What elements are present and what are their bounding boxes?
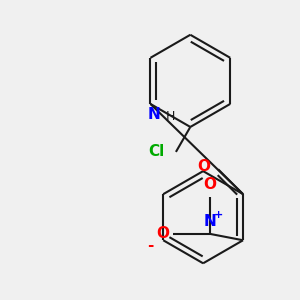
Text: N: N	[203, 214, 216, 229]
Text: O: O	[203, 177, 216, 192]
Text: O: O	[156, 226, 170, 242]
Text: H: H	[166, 110, 176, 123]
Text: -: -	[147, 238, 153, 253]
Text: O: O	[197, 159, 211, 174]
Text: N: N	[147, 107, 160, 122]
Text: Cl: Cl	[148, 144, 164, 159]
Text: +: +	[214, 210, 223, 220]
